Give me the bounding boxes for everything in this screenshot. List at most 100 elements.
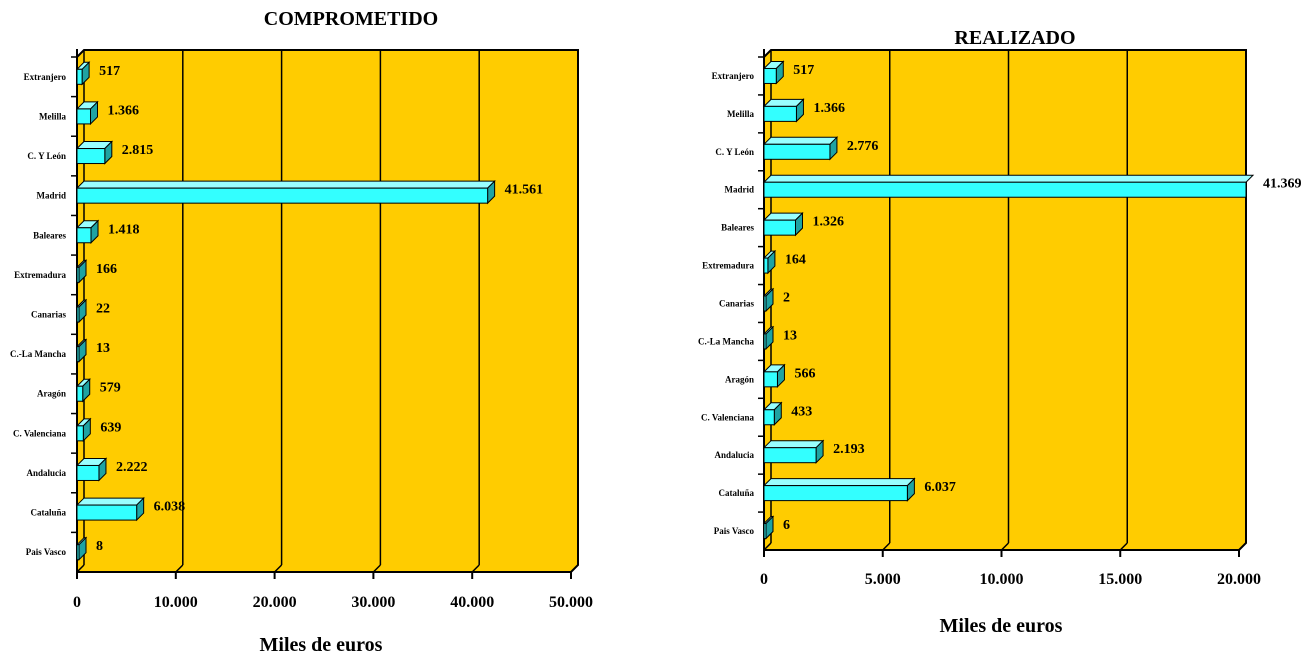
category-label: Canarias: [719, 299, 755, 309]
category-label: Baleares: [721, 223, 754, 233]
category-label: Pais Vasco: [26, 547, 67, 557]
category-label: Canarias: [31, 310, 67, 320]
bar-front-face: [763, 371, 778, 388]
bar-front-face: [76, 108, 91, 125]
bar-top-face: [75, 180, 496, 189]
bar-top-face: [762, 478, 916, 487]
comprometido-chart: COMPROMETIDO Miles de euros 0 10.000 20.00…: [10, 8, 593, 656]
gridline-foot: [570, 564, 579, 573]
bar: [75, 179, 496, 205]
bar: [75, 100, 99, 126]
bar-front-face: [76, 266, 80, 283]
data-label: 22: [96, 302, 110, 317]
x-tick-label: 30.000: [351, 594, 395, 611]
bar: [762, 174, 1255, 198]
gridline-foot: [1000, 542, 1010, 551]
category-label: Madrid: [724, 185, 754, 195]
gridline-foot: [763, 542, 772, 551]
bar-top-face: [75, 497, 145, 506]
data-label: 639: [100, 420, 121, 435]
x-axis-label: Miles de euros: [940, 615, 1063, 637]
x-tick-label: 10.000: [980, 571, 1024, 588]
plot-area: [763, 49, 1247, 551]
x-tick-label: 5.000: [865, 571, 901, 588]
bar-front-face: [76, 464, 100, 481]
bar-top-face: [762, 440, 825, 449]
bar: [75, 61, 91, 86]
bar-front-face: [763, 523, 767, 540]
data-label: 6.038: [154, 500, 186, 515]
bar: [762, 249, 777, 275]
gridline-foot: [76, 564, 85, 573]
bar: [75, 259, 88, 284]
realizado-chart: REALIZADO Miles de euros 0 5.000 10.000 15.…: [698, 27, 1302, 637]
bar-front-face: [76, 68, 83, 85]
bar: [762, 439, 825, 464]
x-tick-label: 40.000: [450, 594, 494, 611]
data-label: 1.418: [108, 222, 140, 237]
data-label: 13: [96, 341, 110, 356]
category-label: Extranjero: [712, 71, 755, 81]
data-label: 1.326: [812, 215, 844, 230]
x-axis-label: Miles de euros: [260, 634, 383, 656]
gridline-foot: [274, 564, 283, 573]
plot-area: [76, 49, 579, 573]
category-label: Madrid: [36, 191, 66, 201]
category-label: Extremadura: [702, 261, 754, 271]
category-label: Cataluña: [30, 508, 66, 518]
gridline-foot: [372, 564, 381, 573]
bar: [75, 496, 145, 522]
category-label: Cataluña: [718, 488, 754, 498]
category-label: Aragón: [37, 389, 66, 399]
data-label: 41.561: [505, 183, 544, 198]
gridline-foot: [1238, 542, 1247, 551]
data-label: 6.037: [924, 480, 956, 495]
bar-front-face: [763, 295, 767, 312]
bar-front-face: [763, 333, 767, 350]
bar-front-face: [763, 447, 817, 464]
bar: [762, 401, 783, 426]
gridline-foot: [175, 564, 184, 573]
gridline-foot: [471, 564, 480, 573]
bar-front-face: [763, 105, 797, 122]
data-label: 166: [96, 262, 117, 277]
data-label: 2.815: [122, 143, 153, 158]
data-label: 8: [96, 539, 103, 554]
bar-front-face: [763, 485, 908, 502]
x-tick-label: 10.000: [154, 594, 198, 611]
category-label: Pais Vasco: [714, 526, 755, 536]
bar: [75, 298, 88, 324]
data-label: 517: [99, 64, 120, 79]
x-tick-label: 0: [760, 571, 768, 588]
bar-front-face: [76, 544, 80, 561]
bar-front-face: [763, 67, 777, 84]
bar-top-face: [762, 174, 1255, 183]
category-label: Extranjero: [24, 72, 67, 82]
data-label: 2: [783, 291, 790, 306]
bar-front-face: [763, 219, 796, 236]
bar-top-face: [762, 136, 839, 145]
x-tick-label: 50.000: [549, 594, 593, 611]
chart-title: REALIZADO: [954, 27, 1075, 49]
bar-front-face: [76, 227, 92, 244]
bar: [762, 136, 839, 161]
data-label: 41.369: [1263, 177, 1302, 192]
bar: [762, 287, 775, 313]
data-label: 433: [791, 404, 812, 419]
category-label: C. Y León: [715, 147, 754, 157]
category-label: Andalucia: [26, 468, 66, 478]
data-label: 13: [783, 328, 797, 343]
bar: [75, 417, 92, 443]
category-label: Andalucia: [714, 450, 754, 460]
bar-front-face: [76, 306, 80, 323]
data-label: 517: [793, 63, 814, 78]
bar: [75, 219, 100, 244]
bar: [762, 60, 785, 85]
data-label: 579: [100, 381, 121, 396]
bar-front-face: [763, 181, 1247, 198]
bar: [762, 98, 805, 123]
category-label: Baleares: [33, 230, 66, 240]
bar-front-face: [76, 504, 138, 521]
data-label: 2.776: [847, 139, 879, 154]
bar: [75, 536, 88, 561]
